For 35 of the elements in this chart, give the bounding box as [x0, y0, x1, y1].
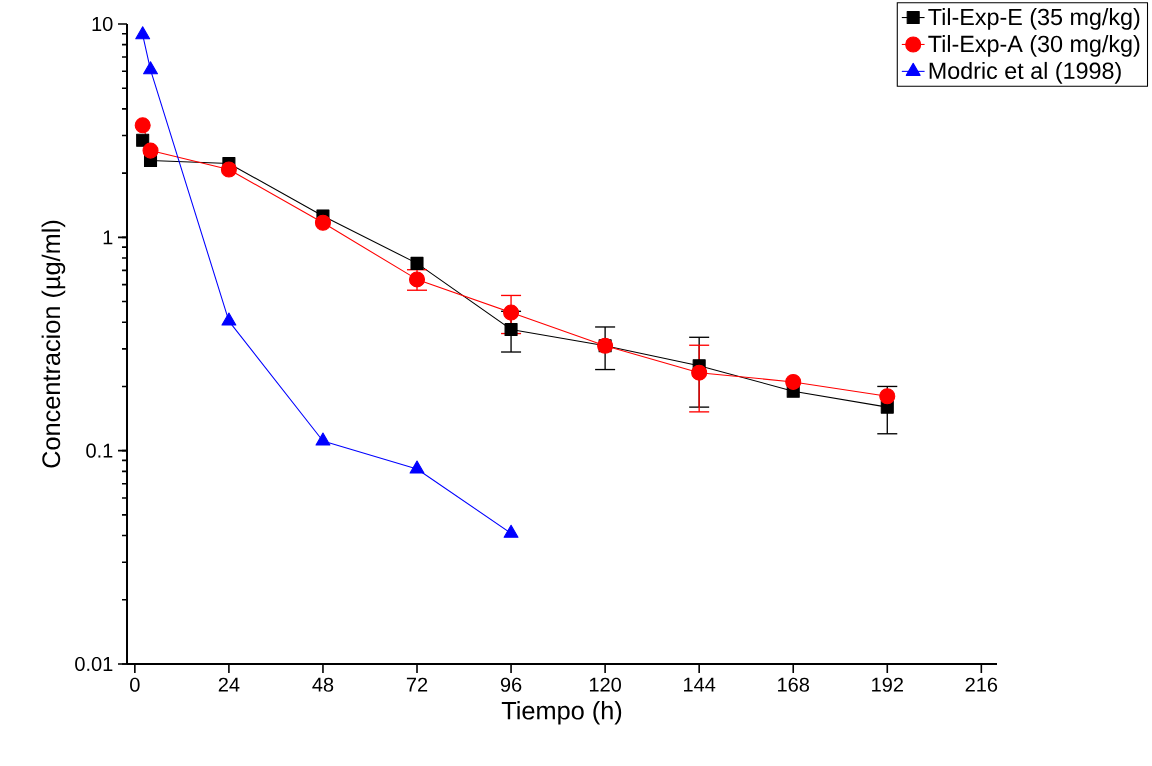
point — [134, 117, 151, 134]
legend-label: Modric et al (1998) — [929, 61, 1121, 84]
x-axis-title: Tiempo (h) — [501, 701, 622, 725]
legend-label: Til-Exp-A (30 mg/kg) — [928, 35, 1140, 57]
x-tick-label: 144 — [684, 677, 716, 692]
x-tick-label: 24 — [218, 677, 240, 692]
y-axis-title: Concentracion (µg/ml) — [41, 220, 66, 468]
legend-label: Til-Exp-E (35 mg/kg) — [928, 8, 1140, 30]
x-tick-label: 72 — [406, 677, 428, 692]
point — [136, 133, 150, 147]
y-tick-label: 1 — [103, 230, 113, 245]
point — [314, 214, 331, 231]
x-tick-label: 192 — [872, 677, 903, 692]
x-tick-label: 120 — [589, 677, 621, 692]
x-tick-label: 48 — [312, 677, 334, 692]
point — [785, 373, 802, 390]
point — [142, 142, 159, 159]
point — [503, 304, 520, 321]
point — [409, 460, 425, 474]
point — [135, 26, 151, 40]
y-tick-label: 0.01 — [75, 656, 113, 672]
point — [504, 322, 518, 336]
y-tick-label: 0.1 — [86, 443, 113, 458]
point — [691, 364, 708, 381]
x-tick-label: 216 — [965, 677, 998, 692]
x-tick-label: 96 — [500, 677, 522, 692]
x-tick-label: 0 — [130, 677, 140, 692]
point — [143, 61, 158, 75]
x-tick-label: 168 — [778, 677, 810, 692]
point — [315, 432, 331, 446]
point — [503, 524, 519, 538]
point — [410, 256, 424, 270]
y-tick-label: 10 — [92, 16, 113, 32]
point — [221, 312, 237, 326]
point — [220, 161, 237, 178]
